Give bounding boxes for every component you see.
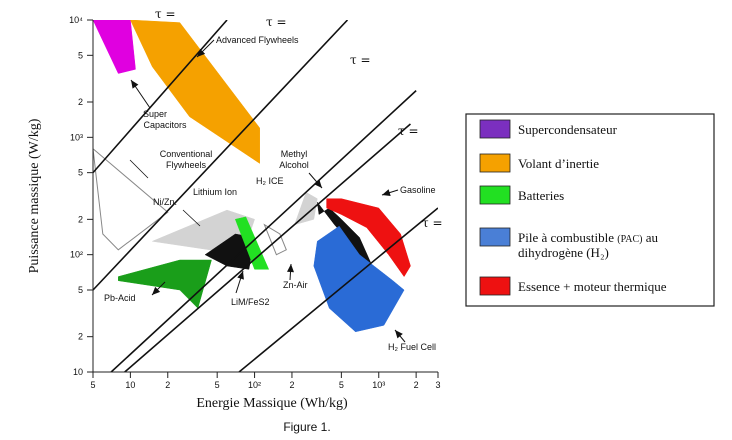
- x-tick-label: 2: [165, 380, 170, 390]
- y-tick-label: 10⁴: [69, 15, 83, 25]
- x-tick-label: 5: [215, 380, 220, 390]
- annotation-label: H₂ ICE: [256, 176, 284, 186]
- annotation-label: Conventional: [160, 149, 213, 159]
- legend-label: Pile à combustible (PAC) au: [518, 230, 659, 245]
- arrowhead: [314, 179, 322, 188]
- legend-label-text: Volant d’inertie: [518, 156, 599, 171]
- legend-label-text: Supercondensateur: [518, 122, 618, 137]
- x-tick-label: 10²: [248, 380, 261, 390]
- annotation-label: Capacitors: [143, 120, 187, 130]
- tau-label: τ =: [422, 216, 443, 230]
- legend-label: Batteries: [518, 188, 564, 203]
- legend-label-text: Batteries: [518, 188, 564, 203]
- legend-swatch: [479, 119, 511, 139]
- chart-tau-lines: [93, 20, 438, 372]
- x-tick-label: 2: [289, 380, 294, 390]
- legend-label-line2: dihydrogène (H₂): [518, 245, 609, 260]
- chart-regions: [93, 20, 411, 333]
- x-axis-ticks: 5 10 2 5 10² 2 5 10³ 2 3: [90, 372, 441, 390]
- y-axis-title: Puissance massique (W/kg): [27, 118, 42, 273]
- leader-line: [182, 209, 201, 227]
- region-advanced-flywheels: [130, 20, 260, 164]
- y-axis-ticks: 10 2 5 10² 2 5 10³ 2 5 10⁴: [69, 15, 93, 377]
- annotation-label: H₂ Fuel Cell: [388, 342, 436, 352]
- arrowhead: [152, 286, 161, 295]
- annotation-label: Methyl: [281, 149, 308, 159]
- tau-label: τ =: [155, 7, 176, 21]
- region-h2-fuel-cell: [313, 225, 405, 333]
- x-tick-label: 5: [90, 380, 95, 390]
- legend: Supercondensateur Volant d’inertie Batteri…: [465, 113, 715, 307]
- x-tick-label: 10³: [372, 380, 385, 390]
- annotation-label: Alcohol: [279, 160, 309, 170]
- arrowhead: [197, 48, 206, 57]
- tau-label: τ =: [350, 53, 371, 67]
- region-methyl-alcohol: [294, 191, 318, 226]
- tau-line: [93, 20, 228, 174]
- legend-swatch: [479, 276, 511, 296]
- tau-line: [93, 20, 349, 291]
- x-tick-label: 3: [435, 380, 440, 390]
- region-super-capacitors: [93, 20, 136, 74]
- tau-labels: τ = τ = τ = τ = τ =: [155, 7, 443, 230]
- y-tick-label: 5: [78, 50, 83, 60]
- y-tick-label: 2: [78, 332, 83, 342]
- annotation-label: Super: [143, 109, 167, 119]
- y-tick-label: 2: [78, 214, 83, 224]
- legend-swatch: [479, 185, 511, 205]
- y-tick-label: 5: [78, 168, 83, 178]
- arrowhead: [237, 271, 244, 280]
- legend-label-text: Essence + moteur thermique: [518, 279, 667, 294]
- legend-label: Volant d’inertie: [518, 156, 599, 171]
- legend-label-small: (PAC): [617, 234, 642, 245]
- region-zn-air: [263, 223, 287, 256]
- tau-line: [238, 207, 438, 372]
- legend-label-after: au: [643, 230, 659, 245]
- annotation-label: Zn-Air: [283, 280, 308, 290]
- x-axis-title: Energie Massique (Wh/kg): [196, 396, 348, 411]
- legend-box: [465, 113, 715, 307]
- region-conventional-flywheels: [93, 148, 169, 251]
- y-tick-label: 5: [78, 285, 83, 295]
- legend-swatch: [479, 227, 511, 247]
- annotation-label: Pb-Acid: [104, 293, 136, 303]
- leader-line: [129, 159, 149, 179]
- chart-annotation-arrows: [129, 39, 406, 343]
- legend-swatch: [479, 153, 511, 173]
- arrowhead: [131, 80, 139, 89]
- y-tick-label: 10: [73, 367, 83, 377]
- legend-label: Supercondensateur: [518, 122, 618, 137]
- annotation-label: LiM/FeS2: [231, 297, 270, 307]
- figure-caption: Figure 1.: [283, 420, 330, 434]
- legend-label-text: Pile à combustible: [518, 230, 617, 245]
- annotation-label: Lithium Ion: [193, 187, 237, 197]
- tau-line: [124, 123, 411, 372]
- annotation-label: Gasoline: [400, 185, 436, 195]
- x-tick-label: 10: [125, 380, 135, 390]
- arrowhead: [382, 189, 391, 196]
- annotation-label: Ni/Zn.: [153, 197, 177, 207]
- tau-label: τ =: [398, 124, 419, 138]
- y-tick-label: 2: [78, 97, 83, 107]
- arrowhead: [287, 264, 294, 273]
- x-tick-label: 5: [339, 380, 344, 390]
- x-tick-label: 2: [414, 380, 419, 390]
- region-gasoline: [326, 198, 411, 278]
- tau-label: τ =: [266, 15, 287, 29]
- tau-line: [110, 90, 417, 372]
- y-tick-label: 10²: [70, 250, 83, 260]
- legend-label: Essence + moteur thermique: [518, 279, 667, 294]
- annotation-label: Advanced Flywheels: [216, 35, 299, 45]
- y-tick-label: 10³: [70, 132, 83, 142]
- arrowhead: [395, 330, 403, 339]
- annotation-label: Flywheels: [166, 160, 207, 170]
